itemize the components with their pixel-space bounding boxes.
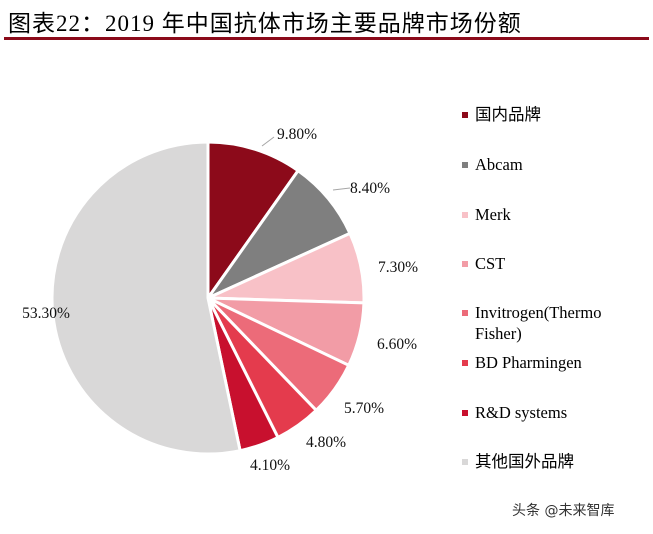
legend-label: CST [475, 254, 506, 273]
legend-label: BD Pharmingen [475, 353, 582, 372]
legend-label: Merk [475, 205, 511, 224]
legend-item: 国内品牌 [462, 104, 635, 125]
legend-label: R&D systems [475, 403, 568, 422]
slice-value-label: 5.70% [344, 400, 384, 417]
watermark-text: 头条 @未来智库 [512, 503, 615, 519]
slice-value-label: 4.80% [306, 434, 346, 451]
legend-swatch [462, 212, 468, 218]
legend-swatch [462, 310, 468, 316]
legend-item: Invitrogen(Thermo Fisher) [462, 302, 635, 344]
chart-title: 图表22：2019 年中国抗体市场主要品牌市场份额 [8, 11, 522, 36]
legend-item: Abcam [462, 154, 635, 175]
slice-value-label: 4.10% [250, 457, 290, 474]
legend-swatch [462, 261, 468, 267]
slice-value-label: 53.30% [22, 305, 70, 322]
title-rule [4, 37, 649, 40]
legend-item: 其他国外品牌 [462, 451, 635, 472]
legend-label: Invitrogen(Thermo Fisher) [475, 303, 602, 343]
pie-slice [50, 140, 242, 456]
legend-swatch [462, 459, 468, 465]
legend-label: 国内品牌 [475, 105, 541, 124]
legend-swatch [462, 410, 468, 416]
legend-label: 其他国外品牌 [475, 452, 574, 471]
legend-swatch [462, 360, 468, 366]
legend-item: R&D systems [462, 402, 635, 423]
slice-value-label: 6.60% [377, 336, 417, 353]
legend-swatch [462, 162, 468, 168]
leader-line [332, 187, 351, 191]
legend-item: BD Pharmingen [462, 352, 635, 373]
leader-line [261, 136, 275, 147]
legend-label: Abcam [475, 155, 523, 174]
slice-value-label: 7.30% [378, 259, 418, 276]
pie-slice [206, 140, 301, 303]
slice-value-label: 9.80% [277, 126, 317, 143]
legend-swatch [462, 112, 468, 118]
legend-item: Merk [462, 204, 635, 225]
legend-item: CST [462, 253, 635, 274]
slice-value-label: 8.40% [350, 180, 390, 197]
